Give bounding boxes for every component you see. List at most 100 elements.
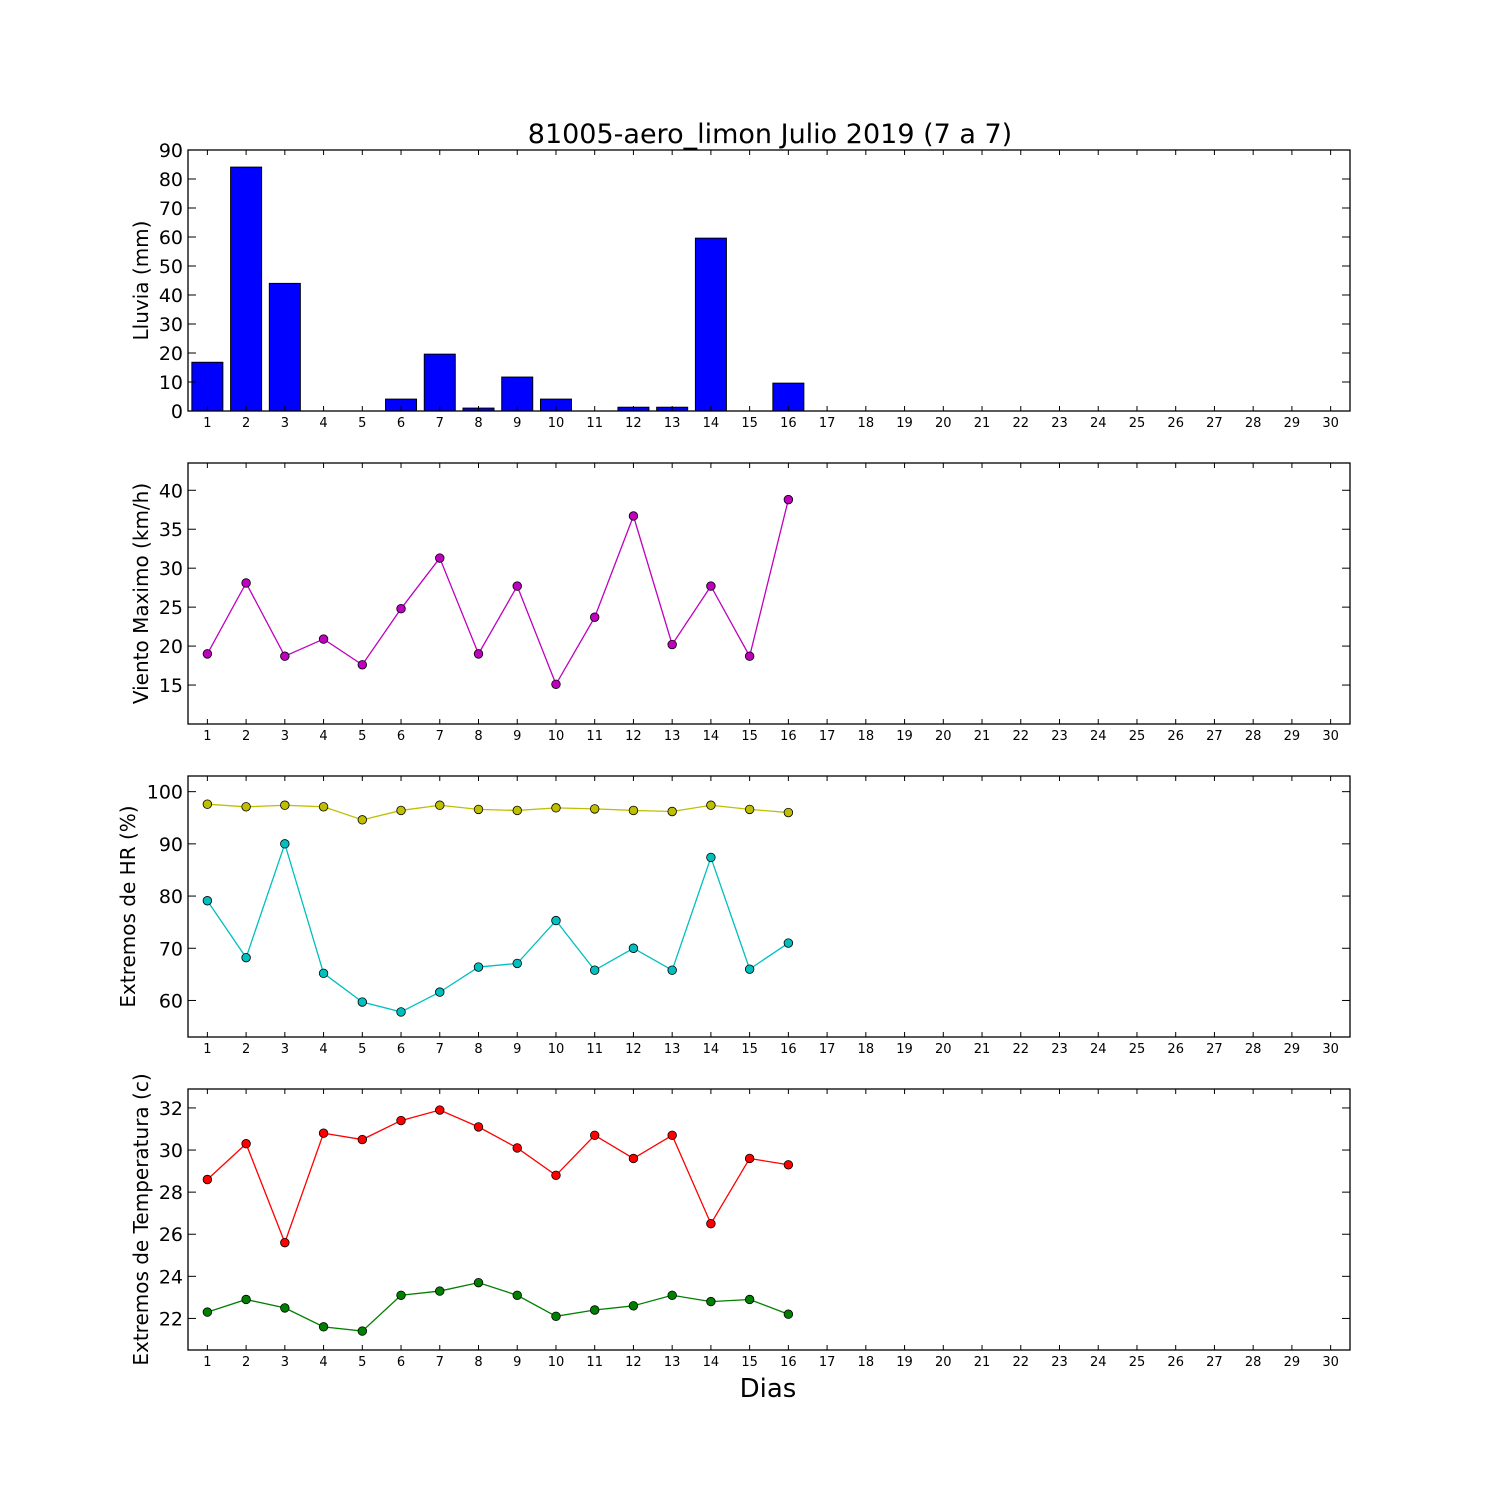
x-tick-label-27: 27: [1206, 1042, 1223, 1057]
y-tick-label: 10: [159, 372, 183, 394]
series-1-point-day-14: [706, 581, 716, 591]
x-tick-label-23: 23: [1051, 729, 1068, 744]
x-tick-label-18: 18: [858, 1042, 875, 1057]
x-tick-label-1: 1: [203, 1042, 211, 1057]
series-1-line: [207, 803, 789, 821]
x-tick-label-10: 10: [548, 416, 565, 431]
series-2-point-day-14: [706, 1296, 716, 1307]
x-tick-label-16: 16: [780, 1042, 797, 1057]
series-2-point-day-1: [202, 1307, 213, 1317]
x-tick-label-7: 7: [436, 1042, 444, 1057]
x-tick-label-27: 27: [1206, 416, 1223, 431]
x-tick-label-9: 9: [513, 729, 521, 744]
x-tick-label-21: 21: [974, 1042, 991, 1057]
x-tick-label-5: 5: [358, 416, 366, 431]
x-tick-label-24: 24: [1090, 1355, 1107, 1370]
x-tick-label-16: 16: [780, 416, 797, 431]
series-1-point-day-16: [783, 494, 794, 505]
series-2-point-day-12: [628, 943, 639, 953]
x-tick-label-1: 1: [203, 416, 211, 431]
series-1-point-day-6: [396, 1115, 406, 1126]
x-tick-label-11: 11: [586, 1042, 603, 1057]
x-tick-label-13: 13: [664, 1042, 681, 1057]
series-2-point-day-2: [241, 1294, 251, 1305]
series-2-point-day-3: [280, 1303, 290, 1313]
x-tick-label-28: 28: [1245, 1355, 1262, 1370]
y-axis-label: Extremos de HR (%): [116, 805, 140, 1007]
series-2-point-day-9: [512, 1290, 522, 1300]
x-tick-label-14: 14: [703, 1355, 720, 1370]
y-tick-label: 20: [159, 343, 183, 365]
x-tick-label-9: 9: [513, 1042, 521, 1057]
x-tick-label-2: 2: [242, 729, 250, 744]
series-1-point-day-13: [667, 639, 677, 650]
x-tick-label-26: 26: [1167, 416, 1184, 431]
x-tick-label-6: 6: [397, 1042, 405, 1057]
x-tick-label-3: 3: [281, 1355, 289, 1370]
x-tick-label-15: 15: [741, 1355, 758, 1370]
x-tick-label-18: 18: [858, 1355, 875, 1370]
x-tick-label-27: 27: [1206, 729, 1223, 744]
x-tick-label-18: 18: [858, 729, 875, 744]
y-tick-label: 100: [147, 782, 183, 804]
x-tick-label-5: 5: [358, 729, 366, 744]
series-1-point-day-16: [783, 1160, 794, 1170]
y-tick-label: 20: [159, 636, 183, 658]
x-tick-label-13: 13: [664, 416, 681, 431]
series-1-point-day-16: [783, 807, 794, 818]
series-2-point-day-5: [357, 997, 368, 1007]
x-tick-label-19: 19: [896, 1042, 913, 1057]
series-2-line: [207, 1281, 789, 1332]
x-tick-label-16: 16: [780, 1355, 797, 1370]
series-2-point-day-11: [590, 965, 600, 975]
series-2-point-day-15: [744, 964, 755, 974]
x-tick-label-25: 25: [1129, 1042, 1146, 1057]
x-tick-label-8: 8: [474, 1355, 482, 1370]
panel-marks: [202, 494, 794, 689]
y-tick-label: 28: [159, 1182, 183, 1204]
x-tick-label-19: 19: [896, 416, 913, 431]
panels: 1 2 3 4 5 6 7 8 9 10 11 12 13 14 15 16 17 18 19 20 21 22 23 24 2…: [116, 140, 1351, 1370]
x-tick-label-27: 27: [1206, 1355, 1223, 1370]
series-2-point-day-4: [318, 968, 329, 979]
x-tick-label-17: 17: [819, 1042, 836, 1057]
x-tick-label-8: 8: [474, 729, 482, 744]
y-axis-label: Viento Maximo (km/h): [129, 483, 153, 704]
x-tick-label-30: 30: [1322, 1042, 1339, 1057]
x-tick-label-12: 12: [625, 1042, 642, 1057]
x-tick-label-28: 28: [1245, 729, 1262, 744]
x-tick-label-6: 6: [397, 729, 405, 744]
x-tick-label-2: 2: [242, 416, 250, 431]
x-axis-label: Dias: [740, 1374, 797, 1404]
x-tick-label-1: 1: [203, 729, 211, 744]
series-1-point-day-8: [473, 649, 484, 659]
x-tick-label-19: 19: [896, 729, 913, 744]
panel-3: 1 2 3 4 5 6 7 8 9 10 11 12 13 14 15 16 17 18 19 20 21 22 23 24 2…: [116, 775, 1351, 1057]
series-1-point-day-14: [706, 1219, 716, 1229]
x-tick-label-29: 29: [1284, 416, 1301, 431]
x-tick-label-10: 10: [548, 729, 565, 744]
x-tick-label-17: 17: [819, 1355, 836, 1370]
series-2-point-day-12: [628, 1301, 639, 1311]
y-axis-label: Lluvia (mm): [129, 221, 153, 341]
x-tick-label-10: 10: [548, 1042, 565, 1057]
x-tick-label-20: 20: [935, 1042, 952, 1057]
series-2-point-day-3: [280, 839, 290, 849]
x-tick-label-10: 10: [548, 1355, 565, 1370]
panel-marks: [191, 166, 805, 411]
y-tick-label: 90: [159, 834, 183, 856]
y-tick-label: 60: [159, 227, 183, 249]
x-tick-label-25: 25: [1129, 729, 1146, 744]
rain-bar-day-7: [423, 353, 456, 411]
series-2-point-day-11: [590, 1305, 600, 1315]
series-1-point-day-9: [512, 581, 522, 591]
y-tick-label: 30: [159, 314, 183, 336]
x-tick-label-11: 11: [586, 416, 603, 431]
x-tick-label-22: 22: [1012, 729, 1029, 744]
x-tick-label-4: 4: [319, 416, 327, 431]
series-1-point-day-11: [590, 1130, 600, 1141]
series-1-point-day-10: [551, 679, 561, 689]
x-tick-label-26: 26: [1167, 1042, 1184, 1057]
